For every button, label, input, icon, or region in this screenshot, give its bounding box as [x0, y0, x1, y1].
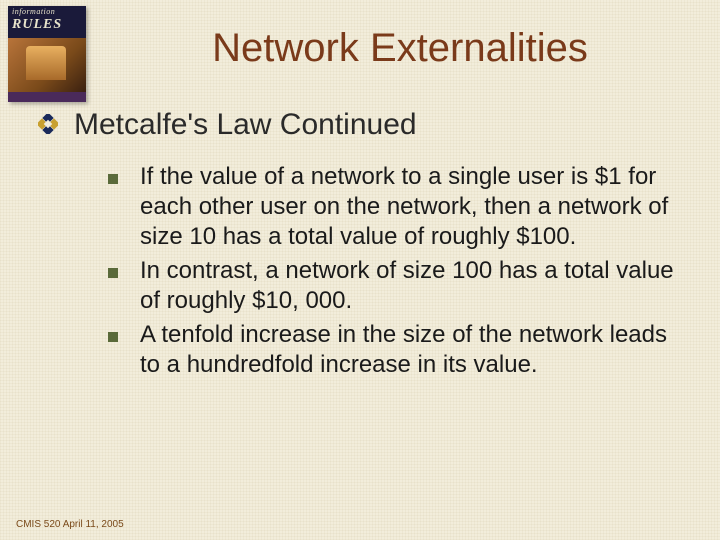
square-bullet-icon	[108, 332, 118, 342]
subtitle-row: Metcalfe's Law Continued	[36, 108, 690, 142]
list-item: If the value of a network to a single us…	[108, 162, 680, 252]
list-item: A tenfold increase in the size of the ne…	[108, 320, 680, 380]
square-bullet-icon	[108, 174, 118, 184]
book-line1: information	[12, 8, 82, 17]
book-bottom-band	[8, 92, 86, 102]
book-title-band: information RULES	[8, 6, 86, 38]
slide-title: Network Externalities	[100, 26, 700, 71]
list-item-text: In contrast, a network of size 100 has a…	[140, 256, 680, 316]
list-item-text: If the value of a network to a single us…	[140, 162, 680, 252]
list-item-text: A tenfold increase in the size of the ne…	[140, 320, 680, 380]
book-cover-art	[8, 38, 86, 92]
slide-footer: CMIS 520 April 11, 2005	[16, 519, 124, 530]
list-item: In contrast, a network of size 100 has a…	[108, 256, 680, 316]
book-thumbnail: information RULES	[8, 6, 86, 102]
slide: information RULES Network Externalities …	[0, 0, 720, 540]
slide-subtitle: Metcalfe's Law Continued	[74, 108, 417, 142]
book-line2: RULES	[12, 17, 82, 32]
body-list: If the value of a network to a single us…	[108, 162, 680, 384]
diamond-bullet-icon	[36, 112, 60, 136]
square-bullet-icon	[108, 268, 118, 278]
